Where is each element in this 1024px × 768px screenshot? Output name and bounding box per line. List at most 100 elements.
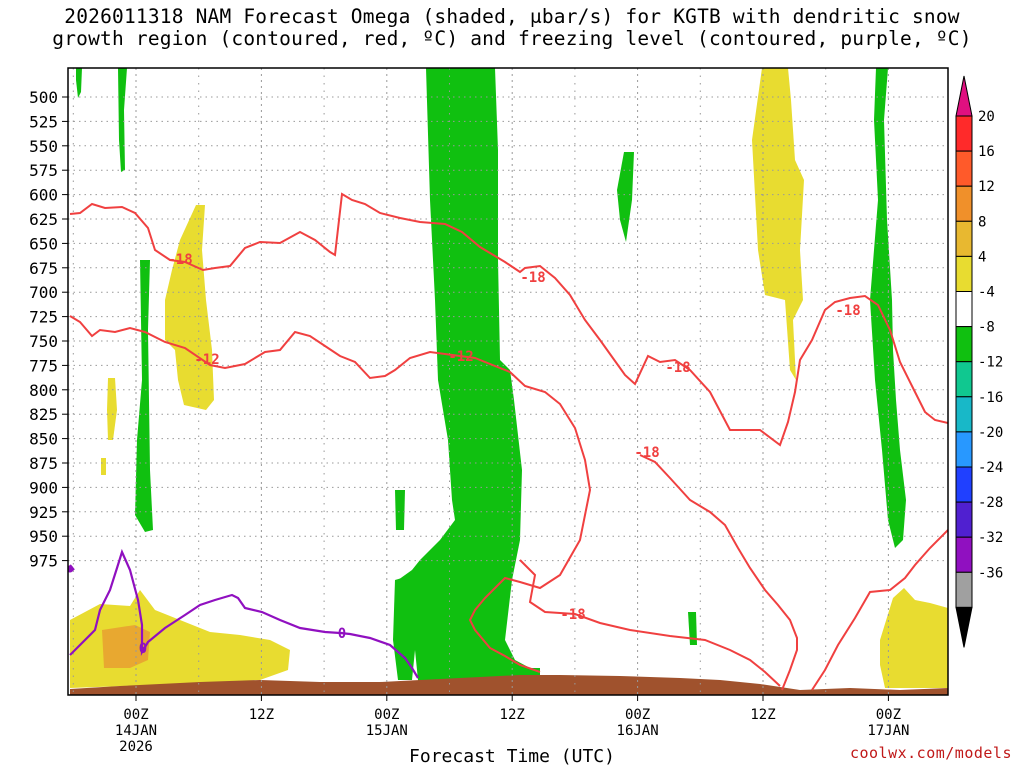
freezing-label-1: 0 xyxy=(338,626,346,642)
omega-region-10 xyxy=(107,378,117,440)
chart-title: 2026011318 NAM Forecast Omega (shaded, μ… xyxy=(0,6,1024,50)
site-credit[interactable]: coolwx.com/models xyxy=(849,744,1012,762)
x-tick-label-54: 00Z xyxy=(625,707,650,723)
omega-region-15 xyxy=(880,588,948,688)
colorbar-swatch-1 xyxy=(955,150,973,187)
colorbar-swatch-13 xyxy=(955,571,973,608)
y-tick-label-950: 950 xyxy=(29,527,58,546)
colorbar-swatch-12 xyxy=(955,536,973,573)
dgz-label-6: -18 xyxy=(560,607,585,623)
omega-region-0 xyxy=(76,68,82,98)
plot-frame xyxy=(67,67,949,696)
colorbar-label-2: 12 xyxy=(978,179,995,195)
colorbar-swatch-10 xyxy=(955,466,973,503)
colorbar-swatch-2 xyxy=(955,185,973,222)
x-year-label-6: 2026 xyxy=(119,739,153,755)
dgz-contour-3 xyxy=(519,559,781,687)
x-tick-label-42: 12Z xyxy=(500,707,525,723)
y-tick-label-900: 900 xyxy=(29,478,58,497)
y-tick-label-875: 875 xyxy=(29,454,58,473)
omega-region-5 xyxy=(135,260,153,532)
colorbar-swatch-3 xyxy=(955,220,973,257)
colorbar: 20 16 12 8 4 -4 -8 -12 -16 -20 -24 -28 -32 -36 xyxy=(955,75,1003,648)
colorbar-swatch-7 xyxy=(955,361,973,398)
chart-title-line1: 2026011318 NAM Forecast Omega (shaded, μ… xyxy=(64,5,960,28)
y-tick-label-925: 925 xyxy=(29,503,58,522)
colorbar-label-6: -8 xyxy=(978,320,995,336)
x-tick-label-78: 00Z xyxy=(876,707,901,723)
chart-title-line2: growth region (contoured, red, ºC) and f… xyxy=(52,27,972,50)
freezing-marker xyxy=(68,565,74,573)
omega-region-12 xyxy=(752,68,804,380)
x-date-label-78: 17JAN xyxy=(867,723,909,739)
omega-region-7 xyxy=(688,612,697,645)
y-tick-label-600: 600 xyxy=(29,186,58,205)
x-tick-label-6: 00Z xyxy=(123,707,148,723)
colorbar-label-3: 8 xyxy=(978,214,986,230)
colorbar-label-12: -32 xyxy=(978,530,1003,546)
y-tick-label-500: 500 xyxy=(29,88,58,107)
dgz-label-4: -18 xyxy=(835,303,860,319)
freezing-contour-0 xyxy=(69,548,419,679)
colorbar-label-9: -20 xyxy=(978,425,1003,441)
y-tick-label-525: 525 xyxy=(29,112,58,131)
y-tick-label-575: 575 xyxy=(29,161,58,180)
y-tick-label-850: 850 xyxy=(29,430,58,449)
x-date-label-30: 15JAN xyxy=(366,723,408,739)
y-tick-label-775: 775 xyxy=(29,356,58,375)
colorbar-label-0: 20 xyxy=(978,109,995,125)
y-tick-label-975: 975 xyxy=(29,552,58,571)
colorbar-swatch-9 xyxy=(955,431,973,468)
y-tick-label-550: 550 xyxy=(29,137,58,156)
colorbar-swatch-4 xyxy=(955,255,973,292)
dgz-label-0: -18 xyxy=(167,252,192,268)
dgz-contour-1 xyxy=(69,315,592,673)
x-date-label-6: 14JAN xyxy=(115,723,157,739)
x-axis-title: Forecast Time (UTC) xyxy=(409,746,615,767)
y-tick-label-725: 725 xyxy=(29,308,58,327)
dgz-contour-4 xyxy=(811,529,948,691)
colorbar-swatch-8 xyxy=(955,396,973,433)
y-tick-label-650: 650 xyxy=(29,234,58,253)
colorbar-swatch-6 xyxy=(955,326,973,363)
colorbar-label-8: -16 xyxy=(978,390,1003,406)
dgz-label-5: -18 xyxy=(634,445,659,461)
dgz-label-1: -12 xyxy=(194,352,219,368)
contour-layer: -18 -12 -18 -18 -18 -18 -18 -12 0 0 xyxy=(68,192,948,691)
omega-region-6 xyxy=(395,490,405,530)
colorbar-swatch-0 xyxy=(955,115,973,152)
y-tick-label-800: 800 xyxy=(29,381,58,400)
omega-region-11 xyxy=(101,458,106,475)
x-date-label-54: 16JAN xyxy=(617,723,659,739)
omega-region-16 xyxy=(70,675,948,695)
omega-region-2 xyxy=(398,68,540,695)
freezing-label-0: 0 xyxy=(139,641,147,657)
colorbar-top-arrow xyxy=(955,75,973,117)
dgz-label-extra: -12 xyxy=(448,349,473,365)
colorbar-swatch-11 xyxy=(955,501,973,538)
colorbar-label-13: -36 xyxy=(978,565,1003,581)
dgz-label-2: -18 xyxy=(520,270,545,286)
dgz-contour-2 xyxy=(639,454,798,691)
colorbar-swatch-5 xyxy=(955,291,973,328)
omega-region-3 xyxy=(617,152,634,242)
y-tick-label-825: 825 xyxy=(29,405,58,424)
dgz-contour-0 xyxy=(69,192,948,447)
colorbar-label-1: 16 xyxy=(978,144,995,160)
omega-region-9 xyxy=(165,205,214,410)
y-tick-label-750: 750 xyxy=(29,332,58,351)
y-tick-label-675: 675 xyxy=(29,259,58,278)
y-axis: 500 525 550 575 600 625 650 675 700 725 750 775 800 8… xyxy=(29,88,68,571)
colorbar-bottom-arrow xyxy=(955,606,973,648)
colorbar-label-7: -12 xyxy=(978,355,1003,371)
y-tick-label-625: 625 xyxy=(29,210,58,229)
colorbar-label-5: -4 xyxy=(978,285,995,301)
x-tick-label-30: 00Z xyxy=(374,707,399,723)
omega-shading-layer xyxy=(70,68,948,695)
x-tick-label-18: 12Z xyxy=(249,707,274,723)
y-tick-label-700: 700 xyxy=(29,283,58,302)
omega-region-8 xyxy=(393,575,418,680)
x-tick-label-66: 12Z xyxy=(750,707,775,723)
